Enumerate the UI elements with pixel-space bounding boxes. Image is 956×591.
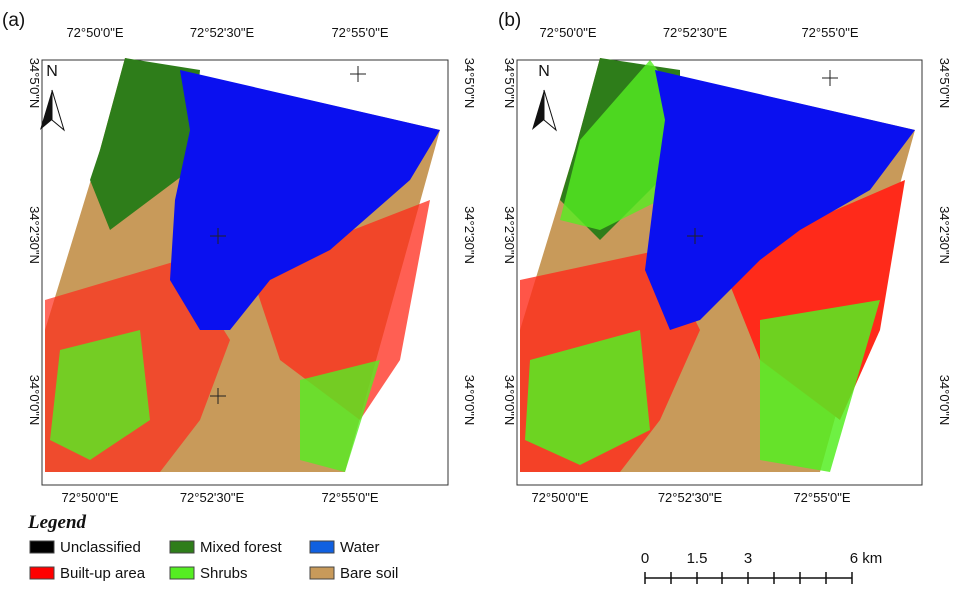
left-tick-label: 34°5'0"N (27, 58, 42, 109)
right-tick-label: 34°5'0"N (937, 58, 952, 109)
bottom-tick-label: 72°52'30"E (180, 490, 245, 505)
north-label: N (46, 63, 58, 80)
left-tick-label: 34°2'30"N (502, 206, 517, 264)
scale-label: 6 km (850, 550, 883, 567)
left-tick-label: 34°0'0"N (502, 375, 517, 426)
right-tick-label: 34°0'0"N (462, 375, 477, 426)
legend-swatch (310, 567, 334, 579)
top-tick-label: 72°50'0"E (539, 25, 596, 40)
bottom-tick-label: 72°50'0"E (531, 490, 588, 505)
legend-label: Bare soil (340, 565, 398, 582)
left-tick-label: 34°5'0"N (502, 58, 517, 109)
scale-bar (645, 572, 852, 584)
left-tick-label: 34°2'30"N (27, 206, 42, 264)
north-label: N (538, 63, 550, 80)
map-b (517, 58, 922, 485)
scale-label: 0 (641, 550, 649, 567)
legend-swatch (170, 567, 194, 579)
maps (40, 58, 922, 485)
right-tick-label: 34°5'0"N (462, 58, 477, 109)
panel-label: (a) (2, 10, 25, 31)
figure: (a) N 72°50'0"E 72°52'30"E 72°55'0"E 72°50'0"… (0, 0, 956, 586)
top-tick-label: 72°52'30"E (663, 25, 728, 40)
right-tick-label: 34°2'30"N (937, 206, 952, 264)
top-tick-label: 72°52'30"E (190, 25, 255, 40)
scale-label: 1.5 (687, 550, 708, 567)
legend-swatch (310, 541, 334, 553)
bottom-tick-label: 72°52'30"E (658, 490, 723, 505)
legend-label: Built-up area (60, 565, 146, 582)
top-tick-label: 72°55'0"E (801, 25, 858, 40)
scale-label: 3 (744, 550, 752, 567)
map-a (42, 58, 448, 485)
legend-label: Mixed forest (200, 539, 283, 556)
bottom-tick-label: 72°55'0"E (793, 490, 850, 505)
legend-swatch (30, 541, 54, 553)
legend-swatch (170, 541, 194, 553)
top-tick-label: 72°50'0"E (66, 25, 123, 40)
bottom-tick-label: 72°55'0"E (321, 490, 378, 505)
left-tick-label: 34°0'0"N (27, 375, 42, 426)
legend-label: Water (340, 539, 379, 556)
panel-label: (b) (498, 10, 521, 31)
legend-title: Legend (27, 512, 87, 533)
right-tick-label: 34°0'0"N (937, 375, 952, 426)
legend-label: Unclassified (60, 539, 141, 556)
right-tick-label: 34°2'30"N (462, 206, 477, 264)
legend-label: Shrubs (200, 565, 248, 582)
legend-swatch (30, 567, 54, 579)
bottom-tick-label: 72°50'0"E (61, 490, 118, 505)
top-tick-label: 72°55'0"E (331, 25, 388, 40)
